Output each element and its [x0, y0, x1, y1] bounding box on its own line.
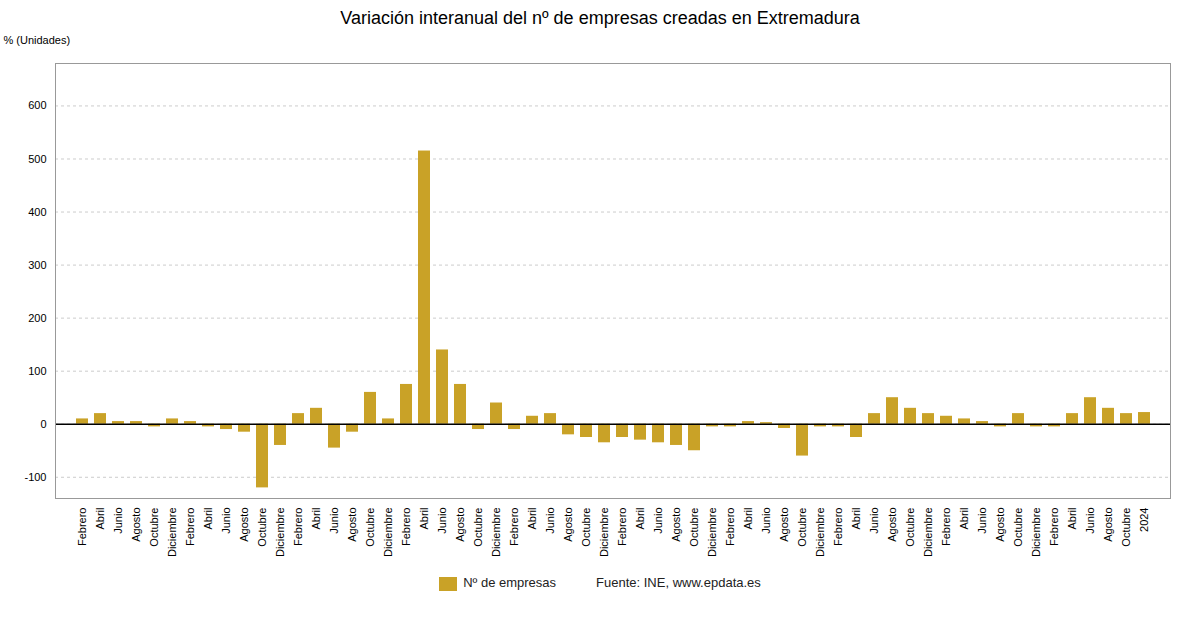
svg-text:Abril: Abril	[310, 508, 322, 530]
svg-text:Agosto: Agosto	[562, 508, 574, 542]
svg-text:Junio: Junio	[976, 508, 988, 534]
svg-text:Febrero: Febrero	[508, 508, 520, 547]
svg-text:Agosto: Agosto	[994, 508, 1006, 542]
svg-text:Diciembre: Diciembre	[706, 508, 718, 558]
svg-text:Octubre: Octubre	[364, 508, 376, 547]
svg-text:% (Unidades): % (Unidades)	[4, 34, 71, 46]
svg-text:Diciembre: Diciembre	[814, 508, 826, 558]
svg-text:Octubre: Octubre	[796, 508, 808, 547]
svg-text:Junio: Junio	[436, 508, 448, 534]
svg-text:Junio: Junio	[760, 508, 772, 534]
svg-text:Abril: Abril	[202, 508, 214, 530]
svg-text:Agosto: Agosto	[454, 508, 466, 542]
svg-text:Febrero: Febrero	[832, 508, 844, 547]
svg-text:Diciembre: Diciembre	[166, 508, 178, 558]
svg-text:Abril: Abril	[742, 508, 754, 530]
svg-text:Abril: Abril	[94, 508, 106, 530]
svg-text:Junio: Junio	[328, 508, 340, 534]
svg-text:100: 100	[28, 365, 46, 377]
html-text:Variación interanual del nº de: Variación interanual del nº de empresas …	[340, 8, 860, 28]
svg-text:Febrero: Febrero	[400, 508, 412, 547]
html-text:Nº de empresas: Nº de empresas	[463, 575, 557, 590]
svg-text:Febrero: Febrero	[292, 508, 304, 547]
svg-text:0: 0	[40, 418, 46, 430]
svg-text:Junio: Junio	[868, 508, 880, 534]
svg-text:Diciembre: Diciembre	[490, 508, 502, 558]
svg-text:Diciembre: Diciembre	[1030, 508, 1042, 558]
svg-text:-100: -100	[24, 471, 46, 483]
svg-text:Junio: Junio	[1084, 508, 1096, 534]
svg-text:500: 500	[28, 153, 46, 165]
svg-text:Agosto: Agosto	[778, 508, 790, 542]
html-text:Fuente: INE, www.epdata.es: Fuente: INE, www.epdata.es	[596, 575, 761, 591]
svg-text:Octubre: Octubre	[472, 508, 484, 547]
svg-text:Febrero: Febrero	[1048, 508, 1060, 547]
svg-text:Abril: Abril	[958, 508, 970, 530]
svg-text:Octubre: Octubre	[580, 508, 592, 547]
svg-text:Febrero: Febrero	[76, 508, 88, 547]
svg-text:Junio: Junio	[544, 508, 556, 534]
svg-text:Octubre: Octubre	[148, 508, 160, 547]
svg-text:Diciembre: Diciembre	[922, 508, 934, 558]
svg-text:Octubre: Octubre	[688, 508, 700, 547]
svg-text:Octubre: Octubre	[1012, 508, 1024, 547]
svg-text:Febrero: Febrero	[724, 508, 736, 547]
svg-text:Agosto: Agosto	[346, 508, 358, 542]
svg-text:Octubre: Octubre	[256, 508, 268, 547]
svg-text:Diciembre: Diciembre	[382, 508, 394, 558]
svg-text:Agosto: Agosto	[238, 508, 250, 542]
svg-text:Agosto: Agosto	[1102, 508, 1114, 542]
svg-text:Octubre: Octubre	[1120, 508, 1132, 547]
svg-text:Octubre: Octubre	[904, 508, 916, 547]
svg-text:Abril: Abril	[526, 508, 538, 530]
svg-text:Agosto: Agosto	[670, 508, 682, 542]
svg-text:Abril: Abril	[634, 508, 646, 530]
svg-text:300: 300	[28, 259, 46, 271]
svg-text:Abril: Abril	[418, 508, 430, 530]
svg-text:Diciembre: Diciembre	[274, 508, 286, 558]
svg-text:Agosto: Agosto	[886, 508, 898, 542]
svg-text:Febrero: Febrero	[616, 508, 628, 547]
svg-text:Febrero: Febrero	[940, 508, 952, 547]
svg-text:Abril: Abril	[850, 508, 862, 530]
svg-text:Junio: Junio	[112, 508, 124, 534]
svg-text:Junio: Junio	[652, 508, 664, 534]
svg-text:Febrero: Febrero	[184, 508, 196, 547]
svg-text:Diciembre: Diciembre	[598, 508, 610, 558]
svg-text:Abril: Abril	[1066, 508, 1078, 530]
svg-text:2024: 2024	[1138, 508, 1150, 532]
svg-text:200: 200	[28, 312, 46, 324]
svg-text:Junio: Junio	[220, 508, 232, 534]
svg-text:400: 400	[28, 206, 46, 218]
svg-text:600: 600	[28, 99, 46, 111]
svg-text:Agosto: Agosto	[130, 508, 142, 542]
